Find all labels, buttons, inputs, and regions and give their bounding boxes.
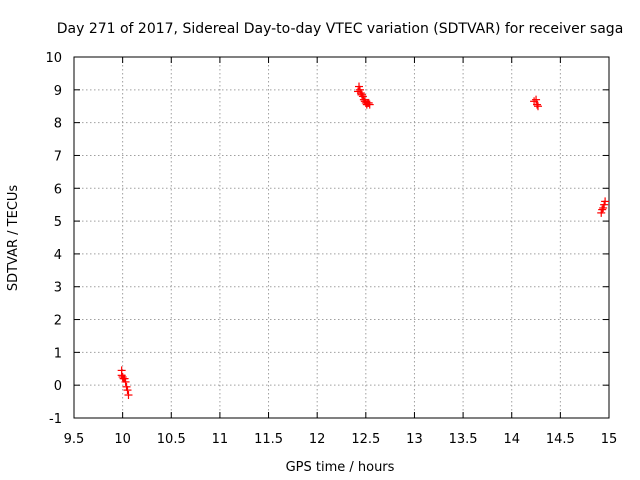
- x-tick-label: 9.5: [64, 432, 85, 447]
- data-point: [597, 208, 606, 217]
- grid-layer: [74, 57, 609, 418]
- y-tick-label: 0: [54, 379, 62, 394]
- data-point: [357, 90, 366, 99]
- y-tick-label: 2: [54, 314, 62, 329]
- x-tick-label: 13: [406, 432, 423, 447]
- y-tick-label: 6: [54, 182, 62, 197]
- x-tick-labels: 9.5 10 10.5 11 11.5 12 12.5 13 13.5 14 14.5 15: [64, 432, 618, 447]
- y-tick-label: 9: [54, 84, 62, 99]
- y-tick-label: 7: [54, 149, 62, 164]
- data-point: [364, 98, 373, 107]
- data-points: [117, 82, 610, 400]
- data-point: [600, 200, 609, 209]
- x-tick-label: 11: [212, 432, 229, 447]
- x-tick-label: 14.5: [546, 432, 575, 447]
- x-axis-label: GPS time / hours: [286, 460, 395, 475]
- data-point: [358, 92, 367, 101]
- data-point: [122, 382, 131, 391]
- x-tick-label: 12: [309, 432, 326, 447]
- data-point: [533, 100, 542, 109]
- data-point: [124, 391, 133, 400]
- x-tick-label: 10: [114, 432, 131, 447]
- data-point: [599, 203, 608, 212]
- y-tick-label: 4: [54, 248, 62, 263]
- y-tick-label: 8: [54, 117, 62, 132]
- data-point: [121, 377, 130, 386]
- data-point: [120, 374, 129, 383]
- y-tick-label: 5: [54, 215, 62, 230]
- plot-frame: [73, 56, 610, 419]
- x-tick-label: 13.5: [449, 432, 478, 447]
- data-point: [359, 95, 368, 104]
- chart-title: Day 271 of 2017, Sidereal Day-to-day VTE…: [57, 21, 624, 37]
- data-point: [118, 372, 127, 381]
- y-tick-label: 3: [54, 281, 62, 296]
- data-point: [355, 85, 364, 94]
- data-point: [533, 102, 542, 111]
- y-tick-label: 10: [45, 51, 62, 66]
- y-tick-label: -1: [49, 412, 62, 427]
- data-point: [356, 89, 365, 98]
- data-point: [355, 82, 364, 91]
- y-tick-label: 1: [54, 346, 62, 361]
- x-tick-label: 12.5: [351, 432, 380, 447]
- data-point: [123, 386, 132, 395]
- y-axis-label: SDTVAR / TECUs: [6, 185, 21, 292]
- data-point: [532, 95, 541, 104]
- x-tick-label: 15: [601, 432, 618, 447]
- x-tick-label: 11.5: [254, 432, 283, 447]
- x-tick-label: 10.5: [157, 432, 186, 447]
- x-tick-label: 14: [503, 432, 520, 447]
- y-tick-labels: -1 0 1 2 3 4 5 6 7 8 9 10: [45, 51, 62, 427]
- tick-layer: [73, 56, 610, 419]
- data-point: [598, 205, 607, 214]
- data-point: [601, 197, 610, 206]
- data-point: [365, 100, 374, 109]
